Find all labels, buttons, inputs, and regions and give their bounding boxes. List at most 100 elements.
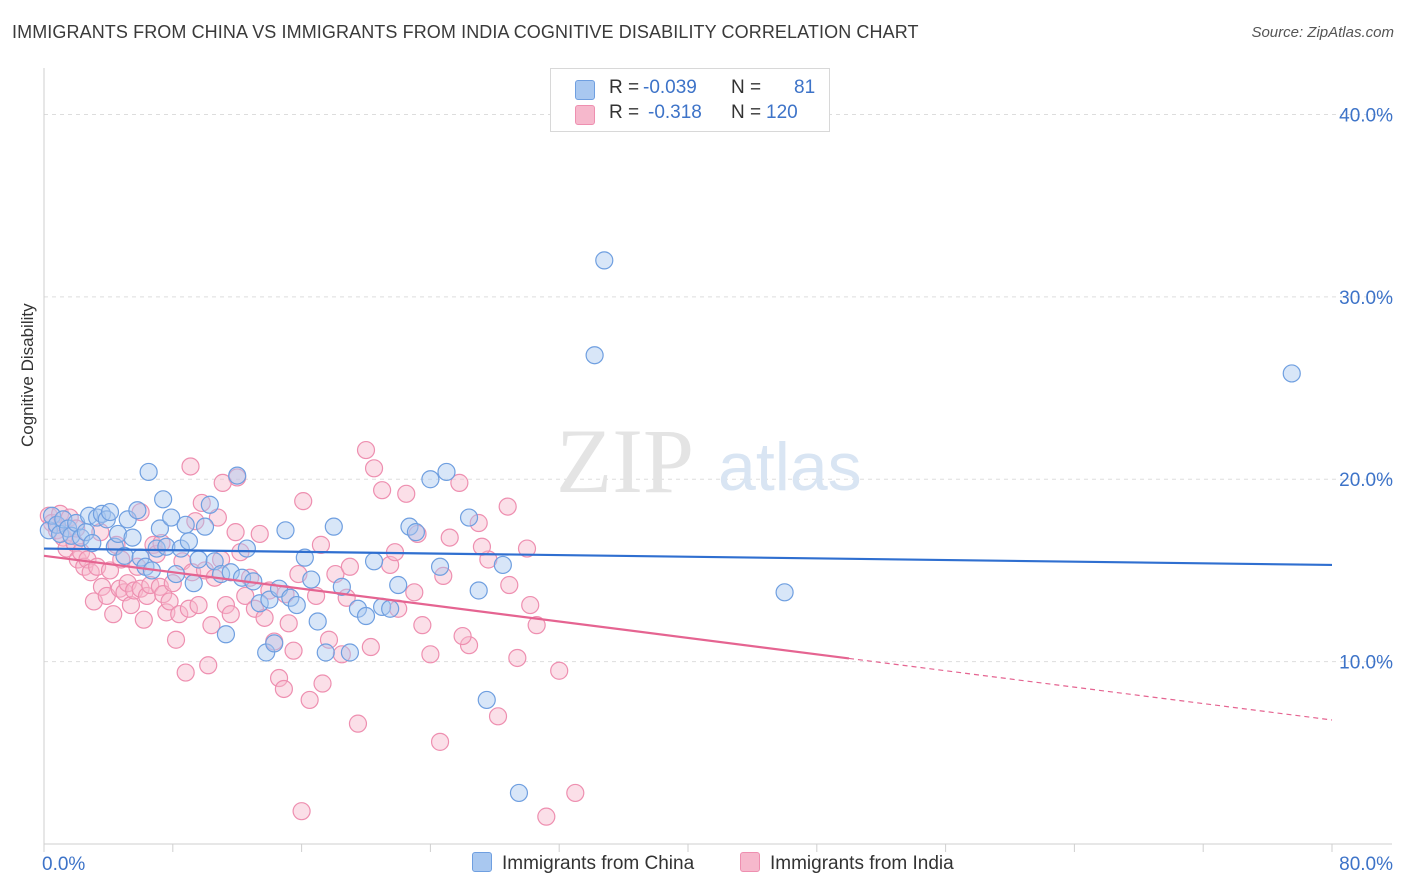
china-point — [430, 557, 450, 576]
china-point — [281, 588, 300, 607]
india-point — [453, 626, 472, 646]
india-point — [221, 605, 240, 624]
india-point — [361, 637, 380, 657]
legend-n-label-india: N = — [731, 102, 762, 123]
china-point — [250, 594, 269, 613]
china-point — [154, 490, 173, 509]
india-point — [208, 508, 227, 527]
india-point — [550, 661, 569, 680]
india-point — [472, 537, 492, 556]
india-point — [450, 473, 469, 492]
india-point — [300, 690, 319, 710]
china-point — [364, 552, 384, 571]
legend-r-value-india: -0.318 — [648, 102, 702, 123]
legend-n-label-china: N = — [731, 77, 762, 98]
india-point — [413, 616, 432, 635]
china-points — [39, 251, 1301, 803]
india-point — [311, 535, 331, 554]
india-point — [364, 459, 384, 478]
india-point — [292, 802, 311, 821]
china-point — [493, 555, 512, 575]
china-point — [340, 643, 359, 662]
india-point — [459, 636, 479, 655]
india-point — [421, 645, 440, 664]
china-point — [406, 523, 426, 542]
india-point — [181, 457, 200, 476]
bottom-legend-india: Immigrants from India — [740, 852, 954, 875]
china-point — [276, 521, 295, 540]
india-point — [566, 783, 585, 803]
india-point — [202, 616, 221, 635]
india-point — [517, 539, 537, 558]
india-point — [340, 557, 359, 576]
y-tick-label: 10.0% — [1339, 653, 1393, 674]
china-point — [237, 539, 256, 558]
china-point — [195, 517, 215, 536]
india-point — [500, 575, 519, 595]
china-point — [585, 346, 604, 365]
india-point — [498, 497, 517, 516]
x-tick-label: 80.0% — [1339, 854, 1393, 875]
china-point — [108, 524, 128, 544]
india-point — [527, 616, 546, 635]
india-trend-line-extension — [848, 657, 1333, 721]
china-point — [459, 508, 479, 527]
india-point — [186, 512, 205, 531]
china-point — [184, 574, 203, 593]
china-point — [221, 563, 240, 582]
india-point — [104, 605, 123, 624]
bottom-legend-label-india: Immigrants from India — [770, 853, 954, 874]
india-point — [294, 492, 313, 511]
legend-n-value-china: 81 — [794, 77, 816, 98]
india-point — [121, 595, 141, 615]
china-point — [150, 519, 170, 538]
india-point — [236, 586, 255, 606]
china-point — [176, 515, 195, 534]
legend-swatch-india — [575, 105, 595, 125]
gridlines — [44, 113, 1392, 663]
india-point — [226, 523, 245, 542]
china-point — [100, 502, 120, 522]
india-point — [213, 473, 232, 492]
india-point — [469, 513, 488, 533]
india-point — [176, 663, 195, 682]
india-point — [405, 583, 424, 602]
china-point — [295, 548, 314, 567]
china-point — [115, 546, 134, 565]
india-point — [189, 595, 208, 615]
china-point — [265, 634, 284, 653]
legend-n-value-india: 120 — [766, 102, 798, 123]
china-point — [332, 577, 351, 596]
legend-r-value-china: -0.039 — [643, 77, 697, 98]
india-point — [488, 707, 508, 726]
china-point — [228, 466, 247, 485]
india-point — [166, 630, 186, 649]
china-point — [42, 506, 62, 525]
china-point — [287, 595, 306, 615]
china-point — [1282, 364, 1301, 383]
india-point — [274, 679, 293, 699]
india-point — [92, 577, 112, 596]
china-point — [128, 501, 147, 520]
china-point — [316, 643, 335, 662]
india-point — [255, 608, 274, 627]
watermark: ZIP atlas — [556, 410, 862, 512]
india-points — [39, 440, 585, 826]
india-point — [537, 807, 556, 826]
bottom-legend-swatch-india — [740, 852, 760, 872]
correlation-legend: R = -0.039 N = 81 R = -0.318 N = 120 — [550, 68, 830, 132]
india-point — [134, 610, 153, 629]
bottom-legend-swatch-china — [472, 852, 492, 872]
india-point — [521, 595, 540, 615]
india-point — [199, 656, 218, 675]
tick-labels: 10.0% 20.0% 30.0% 40.0% 0.0% 80.0% — [42, 105, 1393, 875]
india-point — [245, 599, 265, 618]
y-tick-label: 40.0% — [1339, 105, 1393, 126]
x-tick-label: 0.0% — [42, 854, 85, 875]
china-point — [509, 783, 529, 803]
india-point — [170, 605, 189, 624]
india-point — [348, 714, 368, 733]
y-tick-label: 20.0% — [1339, 470, 1393, 491]
india-point — [279, 614, 298, 633]
